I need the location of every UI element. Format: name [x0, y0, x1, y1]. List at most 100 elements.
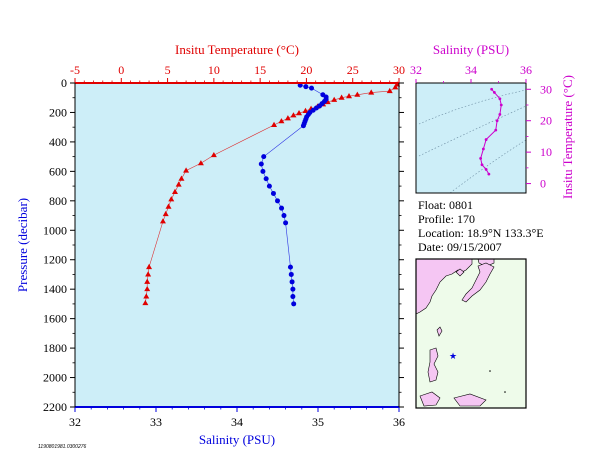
inset-x-title: Salinity (PSU) — [433, 42, 509, 57]
profile-traces — [142, 81, 401, 307]
temperature-point — [284, 115, 291, 121]
salinity-point — [263, 176, 269, 182]
inset-y-tick-label: 10 — [540, 145, 552, 159]
salinity-point — [270, 190, 276, 196]
y-axis-tick-label: 1000 — [43, 223, 67, 237]
salinity-point — [283, 220, 289, 226]
temperature-point — [165, 203, 172, 209]
salinity-point — [258, 161, 264, 167]
float-id: Float: 0801 — [418, 198, 474, 212]
salinity-point — [300, 123, 306, 129]
temperature-point — [145, 271, 152, 277]
temperature-point — [338, 94, 345, 100]
top-axis-tick-label: 25 — [347, 63, 359, 77]
y-axis-tick-label: 800 — [49, 194, 67, 208]
temperature-point — [346, 93, 353, 99]
salinity-point — [281, 213, 287, 219]
ts-point — [480, 163, 484, 167]
map-land-philippines — [427, 347, 439, 383]
salinity-point — [289, 279, 295, 285]
map-land-asia — [415, 258, 473, 315]
ts-point — [487, 172, 491, 176]
y-axis-tick-label: 1400 — [43, 282, 67, 296]
temperature-point — [278, 118, 285, 124]
salinity-point — [309, 85, 315, 91]
inset-x-tick-label: 36 — [520, 63, 532, 77]
salinity-point — [288, 271, 294, 277]
map-frame — [415, 258, 527, 409]
bottom-axis-title: Salinity (PSU) — [199, 432, 275, 447]
main-plot-background — [75, 83, 399, 408]
ts-point — [498, 113, 502, 116]
inset-background — [416, 83, 526, 193]
temperature-point — [368, 89, 375, 95]
y-axis-tick-label: 2200 — [43, 400, 67, 414]
ts-point — [490, 87, 494, 91]
map-land-borneo — [419, 391, 441, 407]
salinity-point — [266, 183, 272, 189]
salinity-point — [287, 264, 293, 270]
bottom-axis-tick-label: 36 — [393, 415, 405, 429]
inset-x-tick-label: 34 — [465, 63, 477, 77]
temperature-point — [178, 175, 185, 181]
temperature-point — [168, 196, 175, 202]
inset-y-title: Insitu Temperature (°C) — [560, 75, 575, 199]
top-axis-tick-label: 30 — [393, 63, 405, 77]
map-island — [504, 391, 506, 393]
salinity-point — [261, 154, 267, 160]
y-axis-tick-label: 2000 — [43, 371, 67, 385]
temperature-point — [210, 151, 217, 158]
temperature-point — [146, 263, 153, 270]
ts-point — [484, 168, 488, 171]
salinity-point — [290, 294, 296, 300]
inset-traces — [418, 87, 527, 194]
temperature-point — [143, 293, 150, 299]
temperature-point — [296, 109, 303, 116]
density-contour — [449, 139, 527, 194]
temperature-point — [171, 188, 178, 194]
inset-y-tick-label: 30 — [540, 82, 552, 96]
temperature-point — [302, 107, 309, 113]
date: Date: 09/15/2007 — [418, 240, 502, 254]
inset-y-tick-label: 0 — [540, 177, 546, 191]
temperature-point — [331, 96, 338, 102]
salinity-point — [291, 301, 297, 307]
inset-y-tick-label: 20 — [540, 114, 552, 128]
temperature-point — [159, 218, 166, 224]
ts-point — [499, 103, 503, 107]
y-axis-tick-label: 1800 — [43, 341, 67, 355]
map-land-taiwan — [436, 326, 443, 337]
inset-axes: 32 34 36 0 10 20 30 — [410, 63, 552, 191]
temperature-point — [175, 181, 182, 187]
map-island — [489, 370, 491, 372]
profile-number: Profile: 170 — [418, 212, 475, 226]
y-axis-tick-label: 400 — [49, 135, 67, 149]
salinity-point — [290, 286, 296, 292]
ts-point — [492, 91, 496, 94]
y-axis-tick-label: 1600 — [43, 312, 67, 326]
ts-point — [494, 128, 498, 132]
ts-point — [498, 97, 502, 101]
temperature-point — [197, 160, 204, 166]
map-land-korea — [455, 268, 465, 277]
ts-point — [481, 147, 485, 151]
temperature-profile-line — [145, 84, 398, 304]
bottom-axis-tick-label: 33 — [150, 415, 162, 429]
inset-x-tick-label: 32 — [410, 63, 422, 77]
top-axis-tick-label: 0 — [118, 63, 124, 77]
salinity-point — [260, 168, 266, 174]
salinity-point — [275, 198, 280, 204]
ts-point — [484, 138, 488, 141]
temperature-point — [386, 87, 393, 94]
location-map: ★ — [415, 258, 527, 409]
y-axis-tick-label: 1200 — [43, 253, 67, 267]
temperature-point — [183, 167, 190, 173]
y-axis-tick-label: 0 — [61, 76, 67, 90]
density-contour — [418, 89, 527, 125]
top-axis-title: Insitu Temperature (°C) — [175, 42, 299, 57]
y-axis-tick-label: 200 — [49, 105, 67, 119]
temperature-point — [392, 84, 399, 90]
top-axis-tick-label: 20 — [300, 63, 312, 77]
